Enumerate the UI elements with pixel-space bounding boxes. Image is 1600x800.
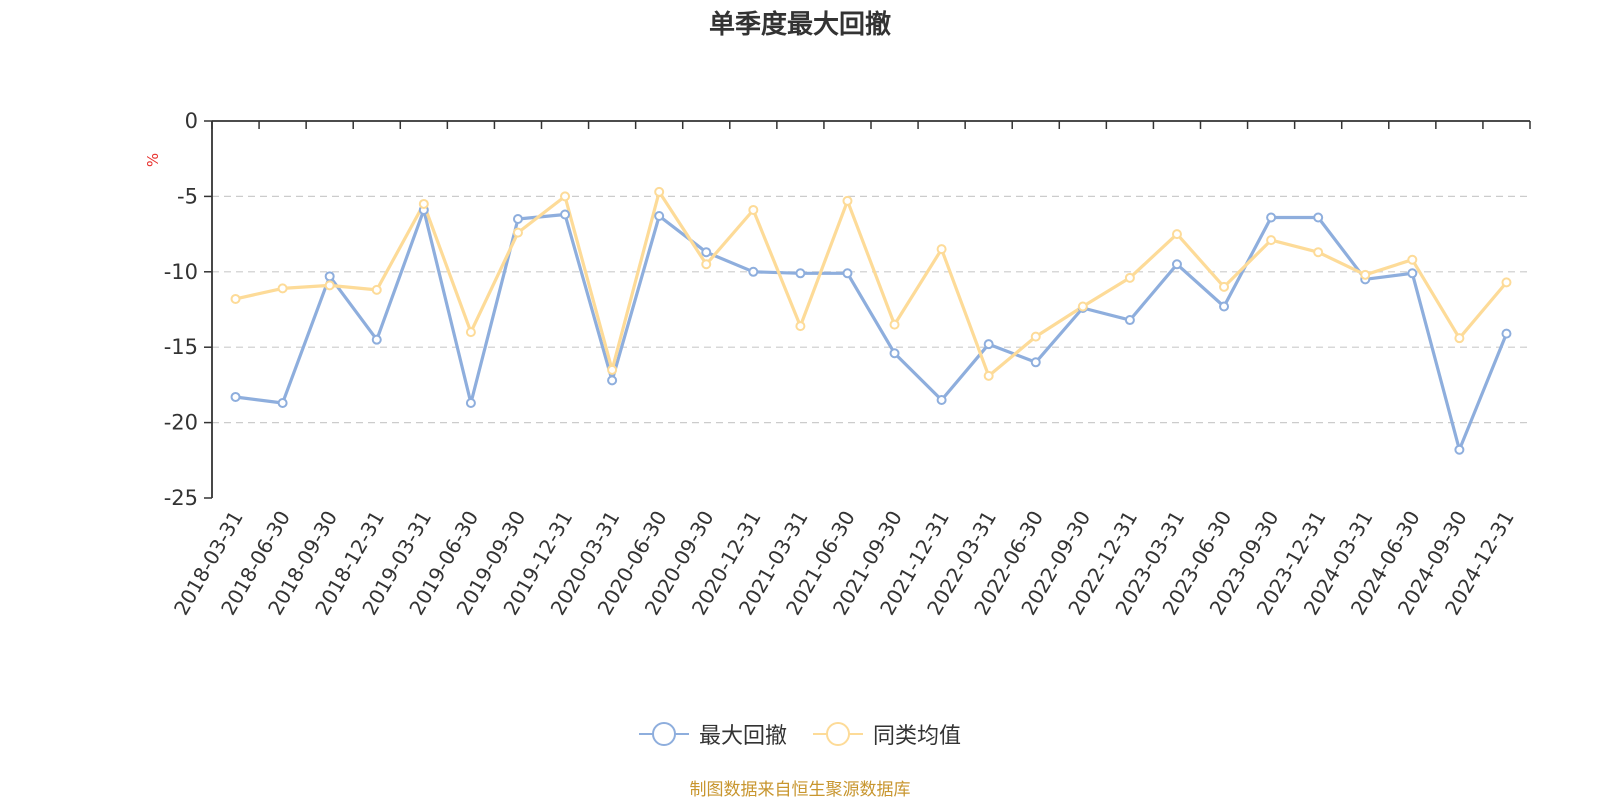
series-line-0 [235, 208, 1508, 452]
data-point-0 [654, 211, 665, 222]
data-point-0 [795, 268, 806, 279]
data-point-1 [1171, 229, 1182, 240]
data-point-0 [560, 209, 571, 220]
data-point-0 [1407, 268, 1418, 279]
grid-lines [212, 195, 1530, 424]
data-point-1 [1360, 269, 1371, 280]
legend-label-peer-average: 同类均值 [873, 724, 962, 749]
series-line-1 [235, 190, 1508, 378]
data-point-0 [277, 397, 288, 408]
data-point-1 [324, 280, 335, 291]
series-lines [230, 186, 1512, 455]
data-point-0 [230, 391, 241, 402]
data-point-0 [1219, 301, 1230, 312]
data-point-1 [1030, 331, 1041, 342]
axes [204, 120, 1531, 499]
data-point-1 [936, 244, 947, 255]
source-note: 制图数据来自恒生聚源数据库 [689, 780, 911, 800]
data-point-1 [560, 191, 571, 202]
data-point-1 [1313, 247, 1324, 258]
data-point-0 [1454, 444, 1465, 455]
y-tick-label: -25 [164, 486, 198, 510]
data-point-1 [277, 283, 288, 294]
data-point-1 [701, 259, 712, 270]
data-point-0 [1501, 328, 1512, 339]
legend-label-max-drawdown: 最大回撤 [698, 724, 787, 749]
y-tick-label: -20 [164, 411, 198, 435]
data-point-0 [748, 266, 759, 277]
data-point-1 [371, 284, 382, 295]
data-point-0 [324, 271, 335, 282]
legend-swatch-peer-average-icon [813, 722, 863, 746]
data-point-0 [983, 339, 994, 350]
data-point-1 [1219, 281, 1230, 292]
data-point-0 [1171, 259, 1182, 270]
data-point-0 [1266, 212, 1277, 223]
legend-item-max-drawdown[interactable]: 最大回撤 [638, 718, 787, 750]
axis-labels: 0-5-10-15-20-25%2018-03-312018-06-302018… [144, 109, 1519, 619]
data-point-0 [465, 397, 476, 408]
data-point-0 [371, 334, 382, 345]
data-point-1 [418, 198, 429, 209]
legend-swatch-max-drawdown-icon [638, 722, 689, 746]
data-point-0 [701, 247, 712, 258]
data-point-1 [230, 293, 241, 304]
y-tick-label: 0 [185, 109, 198, 133]
data-point-1 [1407, 254, 1418, 265]
data-point-0 [1313, 212, 1324, 223]
chart-title: 单季度最大回撤 [708, 10, 891, 40]
data-point-1 [889, 319, 900, 330]
y-tick-label: -15 [164, 335, 198, 359]
y-axis-label: % [144, 153, 162, 167]
data-point-1 [983, 370, 994, 381]
data-point-0 [889, 348, 900, 359]
data-point-1 [842, 195, 853, 206]
data-point-1 [1124, 272, 1135, 283]
data-point-0 [1030, 357, 1041, 368]
data-point-0 [842, 268, 853, 279]
legend-item-peer-average[interactable]: 同类均值 [813, 718, 961, 750]
data-point-1 [512, 227, 523, 238]
data-point-1 [1077, 301, 1088, 312]
data-point-0 [936, 394, 947, 405]
data-point-1 [795, 321, 806, 332]
legend: 最大回撤 同类均值 [0, 718, 1600, 750]
data-point-1 [607, 364, 618, 375]
data-point-1 [465, 327, 476, 338]
data-point-1 [748, 204, 759, 215]
data-point-1 [1454, 333, 1465, 344]
y-tick-label: -5 [177, 184, 198, 208]
data-point-0 [607, 375, 618, 386]
data-point-1 [1266, 235, 1277, 246]
data-point-0 [512, 214, 523, 225]
y-tick-label: -10 [164, 260, 198, 284]
data-point-1 [654, 186, 665, 197]
data-point-1 [1501, 277, 1512, 288]
data-point-0 [1124, 315, 1135, 326]
